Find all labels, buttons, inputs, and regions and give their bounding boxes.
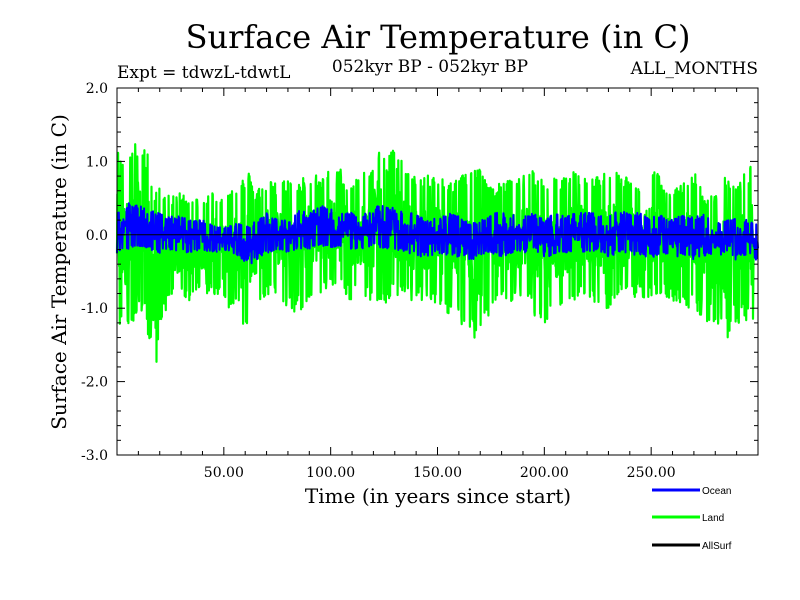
- y-tick-label: 2.0: [86, 81, 108, 97]
- y-axis-label: Surface Air Temperature (in C): [47, 114, 71, 430]
- y-tick-label: -2.0: [81, 375, 108, 391]
- y-tick-label: 1.0: [86, 154, 108, 170]
- x-tick-label: 50.00: [204, 465, 244, 481]
- x-tick-label: 250.00: [627, 465, 676, 481]
- axes: 50.00 100.00 150.00 200.00 250.00 -3.0 -2.0 -1.…: [81, 81, 759, 481]
- experiment-label: Expt = tdwzL-tdwtL: [117, 63, 290, 83]
- chart-title: Surface Air Temperature (in C): [186, 18, 691, 56]
- legend-label-land: Land: [702, 513, 724, 524]
- y-tick-label: 0.0: [86, 228, 108, 244]
- x-tick-label: 100.00: [306, 465, 355, 481]
- x-tick-label: 200.00: [520, 465, 569, 481]
- legend-label-allsurf: AllSurf: [702, 541, 732, 552]
- months-label: ALL_MONTHS: [630, 59, 758, 79]
- x-tick-label: 150.00: [413, 465, 462, 481]
- legend: Ocean Land AllSurf: [652, 486, 732, 552]
- x-axis-label: Time (in years since start): [305, 484, 571, 508]
- plot-area: [115, 143, 759, 363]
- y-tick-label: -3.0: [81, 448, 108, 464]
- legend-label-ocean: Ocean: [702, 486, 731, 497]
- period-label: 052kyr BP - 052kyr BP: [332, 57, 528, 77]
- y-tick-label: -1.0: [81, 301, 108, 317]
